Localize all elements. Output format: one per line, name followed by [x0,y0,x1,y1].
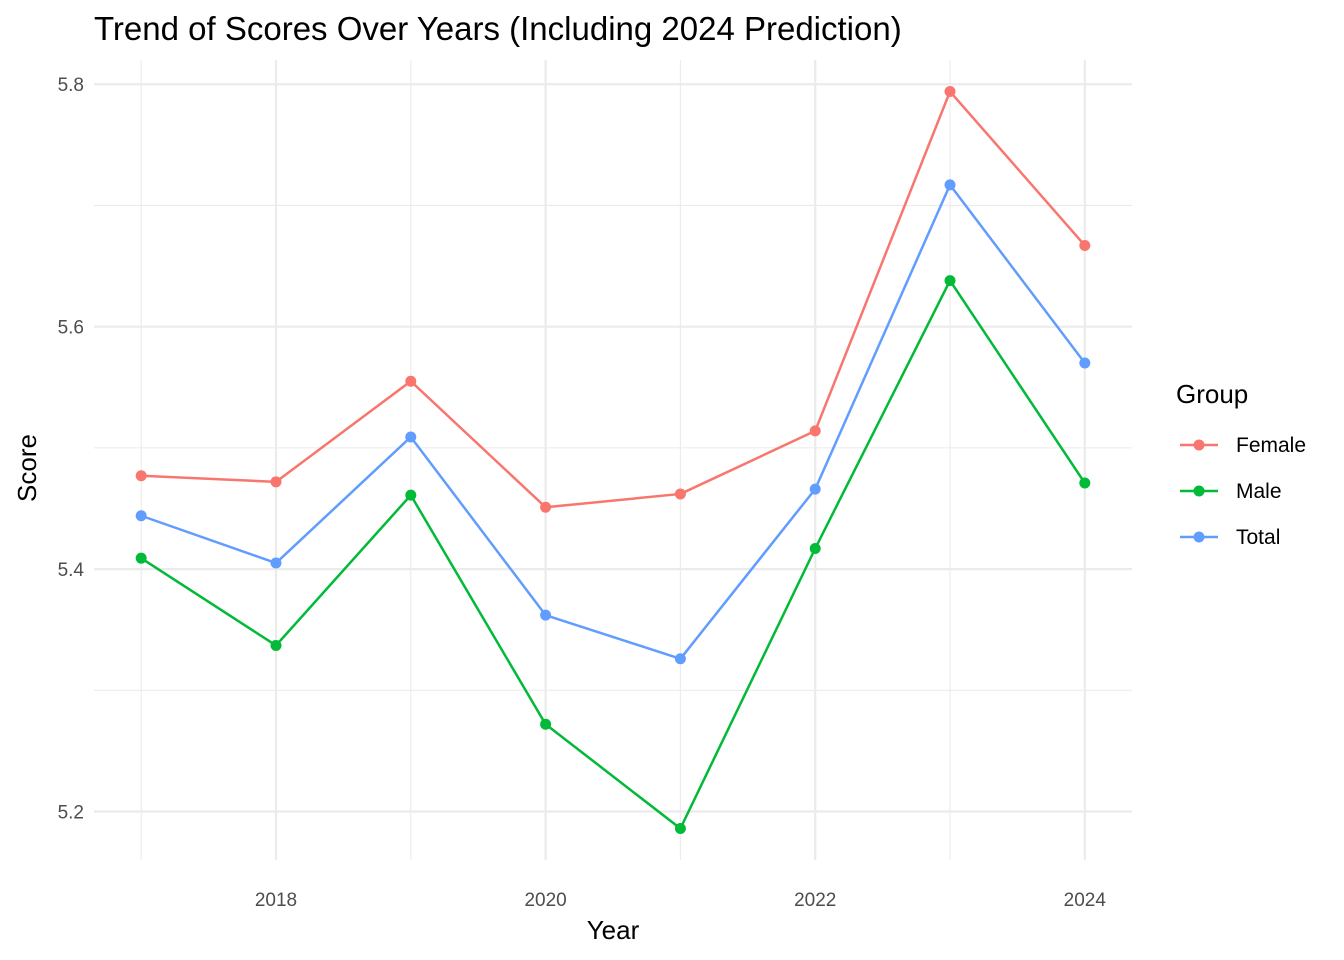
y-tick-label: 5.2 [58,803,84,824]
data-point-total [1079,357,1091,369]
data-point-female [270,476,282,488]
series-layer [135,86,1091,834]
legend-label-female: Female [1236,434,1306,457]
series-line-female [139,90,1087,509]
x-tick-label: 2018 [255,890,297,911]
y-axis-title: Score [12,434,42,502]
y-tick-label: 5.6 [58,318,84,339]
y-tick-label: 5.4 [58,560,85,581]
series-line-male [139,279,1087,830]
data-point-total [674,653,686,665]
data-point-female [944,86,956,98]
legend-key-point-female [1193,439,1205,451]
x-axis-title: Year [587,915,640,945]
data-point-male [674,822,686,834]
plot-panel [94,60,1132,860]
x-axis-tick-labels: 2018 2020 2022 2024 [255,890,1107,911]
data-point-male [540,718,552,730]
data-point-total [944,179,956,191]
data-point-male [270,639,282,651]
data-point-male [1079,477,1091,489]
legend-label-total: Total [1236,526,1280,549]
data-point-female [135,470,147,482]
data-point-female [674,488,686,500]
data-point-total [270,557,282,569]
legend-key-point-total [1193,531,1205,543]
data-point-total [809,483,821,495]
x-tick-label: 2022 [794,890,836,911]
grid-lines [94,60,1132,860]
data-point-total [540,609,552,621]
data-point-male [135,552,147,564]
legend-label-male: Male [1236,480,1282,503]
series-line-total [139,183,1087,661]
data-point-total [135,510,147,522]
data-point-female [809,425,821,437]
data-point-male [405,489,417,501]
chart-title: Trend of Scores Over Years (Including 20… [94,10,902,47]
data-point-female [405,375,417,387]
legend-items: Female Male Total [1180,434,1306,549]
y-tick-label: 5.8 [58,75,84,96]
x-tick-label: 2024 [1064,890,1107,911]
data-point-female [540,501,552,513]
data-point-male [944,275,956,287]
x-tick-label: 2020 [524,890,566,911]
legend-title: Group [1176,379,1248,409]
legend-key-point-male [1193,485,1205,497]
y-axis-tick-labels: 5.2 5.4 5.6 5.8 [58,75,85,823]
legend: Group Female Male Total [1176,379,1306,549]
data-point-total [405,431,417,443]
data-point-female [1079,239,1091,251]
data-point-male [809,542,821,554]
